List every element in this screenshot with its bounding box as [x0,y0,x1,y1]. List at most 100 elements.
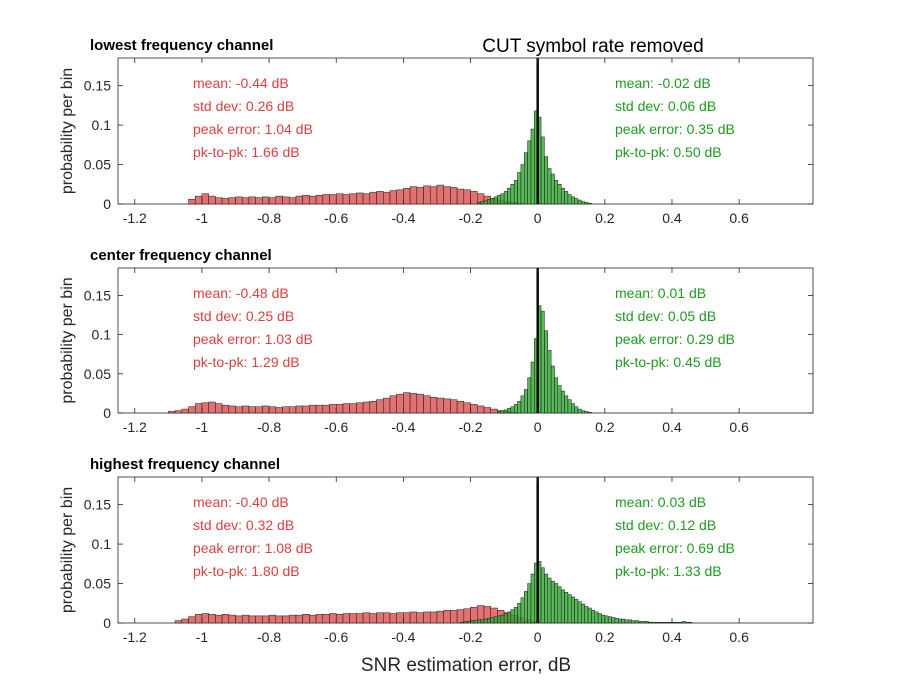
bar-red [255,197,263,205]
bar-green [493,616,498,624]
x-tick-label: -0.6 [324,210,348,226]
bar-green [500,614,505,624]
bar-green [554,583,559,624]
series-red [174,605,538,624]
bar-red [342,194,350,205]
stat-red: pk-to-pk: 1.66 dB [193,144,300,160]
bar-red [362,612,371,624]
bar-green [574,599,579,624]
stat-red: pk-to-pk: 1.80 dB [193,563,300,579]
bar-red [416,187,424,205]
bar-red [241,197,250,205]
bar-red [255,615,263,624]
bar-green [654,621,659,624]
x-tick-label: -1 [196,210,209,226]
bar-red [302,614,310,624]
bar-red [342,403,350,414]
bar-red [188,406,196,414]
bar-red [322,404,330,414]
bar-red [356,613,364,624]
series-red [188,184,525,205]
stat-red: std dev: 0.25 dB [193,308,294,324]
bar-red [409,611,418,624]
x-tick-label: -0.2 [458,419,482,435]
y-tick-label: 0.1 [92,536,112,552]
x-tick-label: 0.2 [595,210,615,226]
bar-red [450,610,458,624]
x-tick-label: 0 [534,629,542,645]
bar-green [540,567,545,624]
bar-red [436,184,444,205]
y-tick-label: 0 [103,196,111,212]
bar-green [460,621,465,624]
bar-red [382,612,391,624]
x-tick-label: -0.8 [257,419,281,435]
bar-green [470,620,475,624]
bar-red [456,609,465,624]
x-tick-label: 0.2 [595,419,615,435]
bar-green [581,410,585,414]
x-tick-label: -0.4 [391,419,415,435]
bar-red [463,608,471,624]
bar-red [282,196,290,205]
bar-green [503,409,508,414]
bar-red [235,615,243,624]
bar-green [571,403,575,414]
bar-red [382,397,391,414]
bar-red [342,613,350,624]
bar-red [376,612,384,624]
bar-green [477,619,481,624]
bar-red [248,196,256,205]
x-axis-label: SNR estimation error, dB [361,655,571,676]
bar-red [436,397,444,414]
bar-red [356,192,364,205]
bar-red [423,611,431,624]
stat-red: std dev: 0.32 dB [193,517,294,533]
bar-green [668,621,673,624]
panel-title: center frequency channel [90,247,272,264]
bar-green [584,411,589,414]
bar-green [487,199,491,205]
bar-red [335,193,344,205]
bar-red [362,193,371,205]
bar-green [544,573,549,624]
bar-red [396,189,404,205]
bar-red [282,615,290,624]
bar-green [547,577,552,624]
y-tick-label: 0 [103,615,111,631]
y-tick-label: 0.1 [92,117,112,133]
panel-title: lowest frequency channel [90,37,273,54]
bar-green [490,617,495,624]
bar-red [369,613,377,624]
x-tick-label: -1 [196,629,209,645]
bar-green [678,621,683,624]
bar-green [584,606,589,624]
bar-red [389,395,397,414]
stat-green: pk-to-pk: 0.50 dB [615,144,722,160]
bar-green [493,196,498,205]
axes-box [117,57,814,205]
bar-red [221,198,230,205]
bar-green [497,615,502,624]
bar-red [262,615,270,624]
bar-red [349,193,357,205]
stat-green: pk-to-pk: 0.45 dB [615,354,722,370]
x-tick-label: -1 [196,419,209,435]
bar-red [335,614,344,624]
bar-green [517,172,522,205]
bar-red [248,615,256,624]
x-tick-label: -1.2 [123,419,147,435]
bar-red [369,400,377,414]
figure-title: CUT symbol rate removed [482,36,703,57]
stat-red: std dev: 0.26 dB [193,98,294,114]
bar-red [288,197,297,205]
bar-green [638,621,643,624]
stat-red: mean: -0.40 dB [193,494,289,510]
bar-green [581,201,585,205]
bar-red [470,404,478,414]
bar-red [255,406,263,414]
bar-red [443,186,451,205]
bar-red [443,610,451,624]
bar-red [309,404,317,414]
bar-green [487,618,491,624]
